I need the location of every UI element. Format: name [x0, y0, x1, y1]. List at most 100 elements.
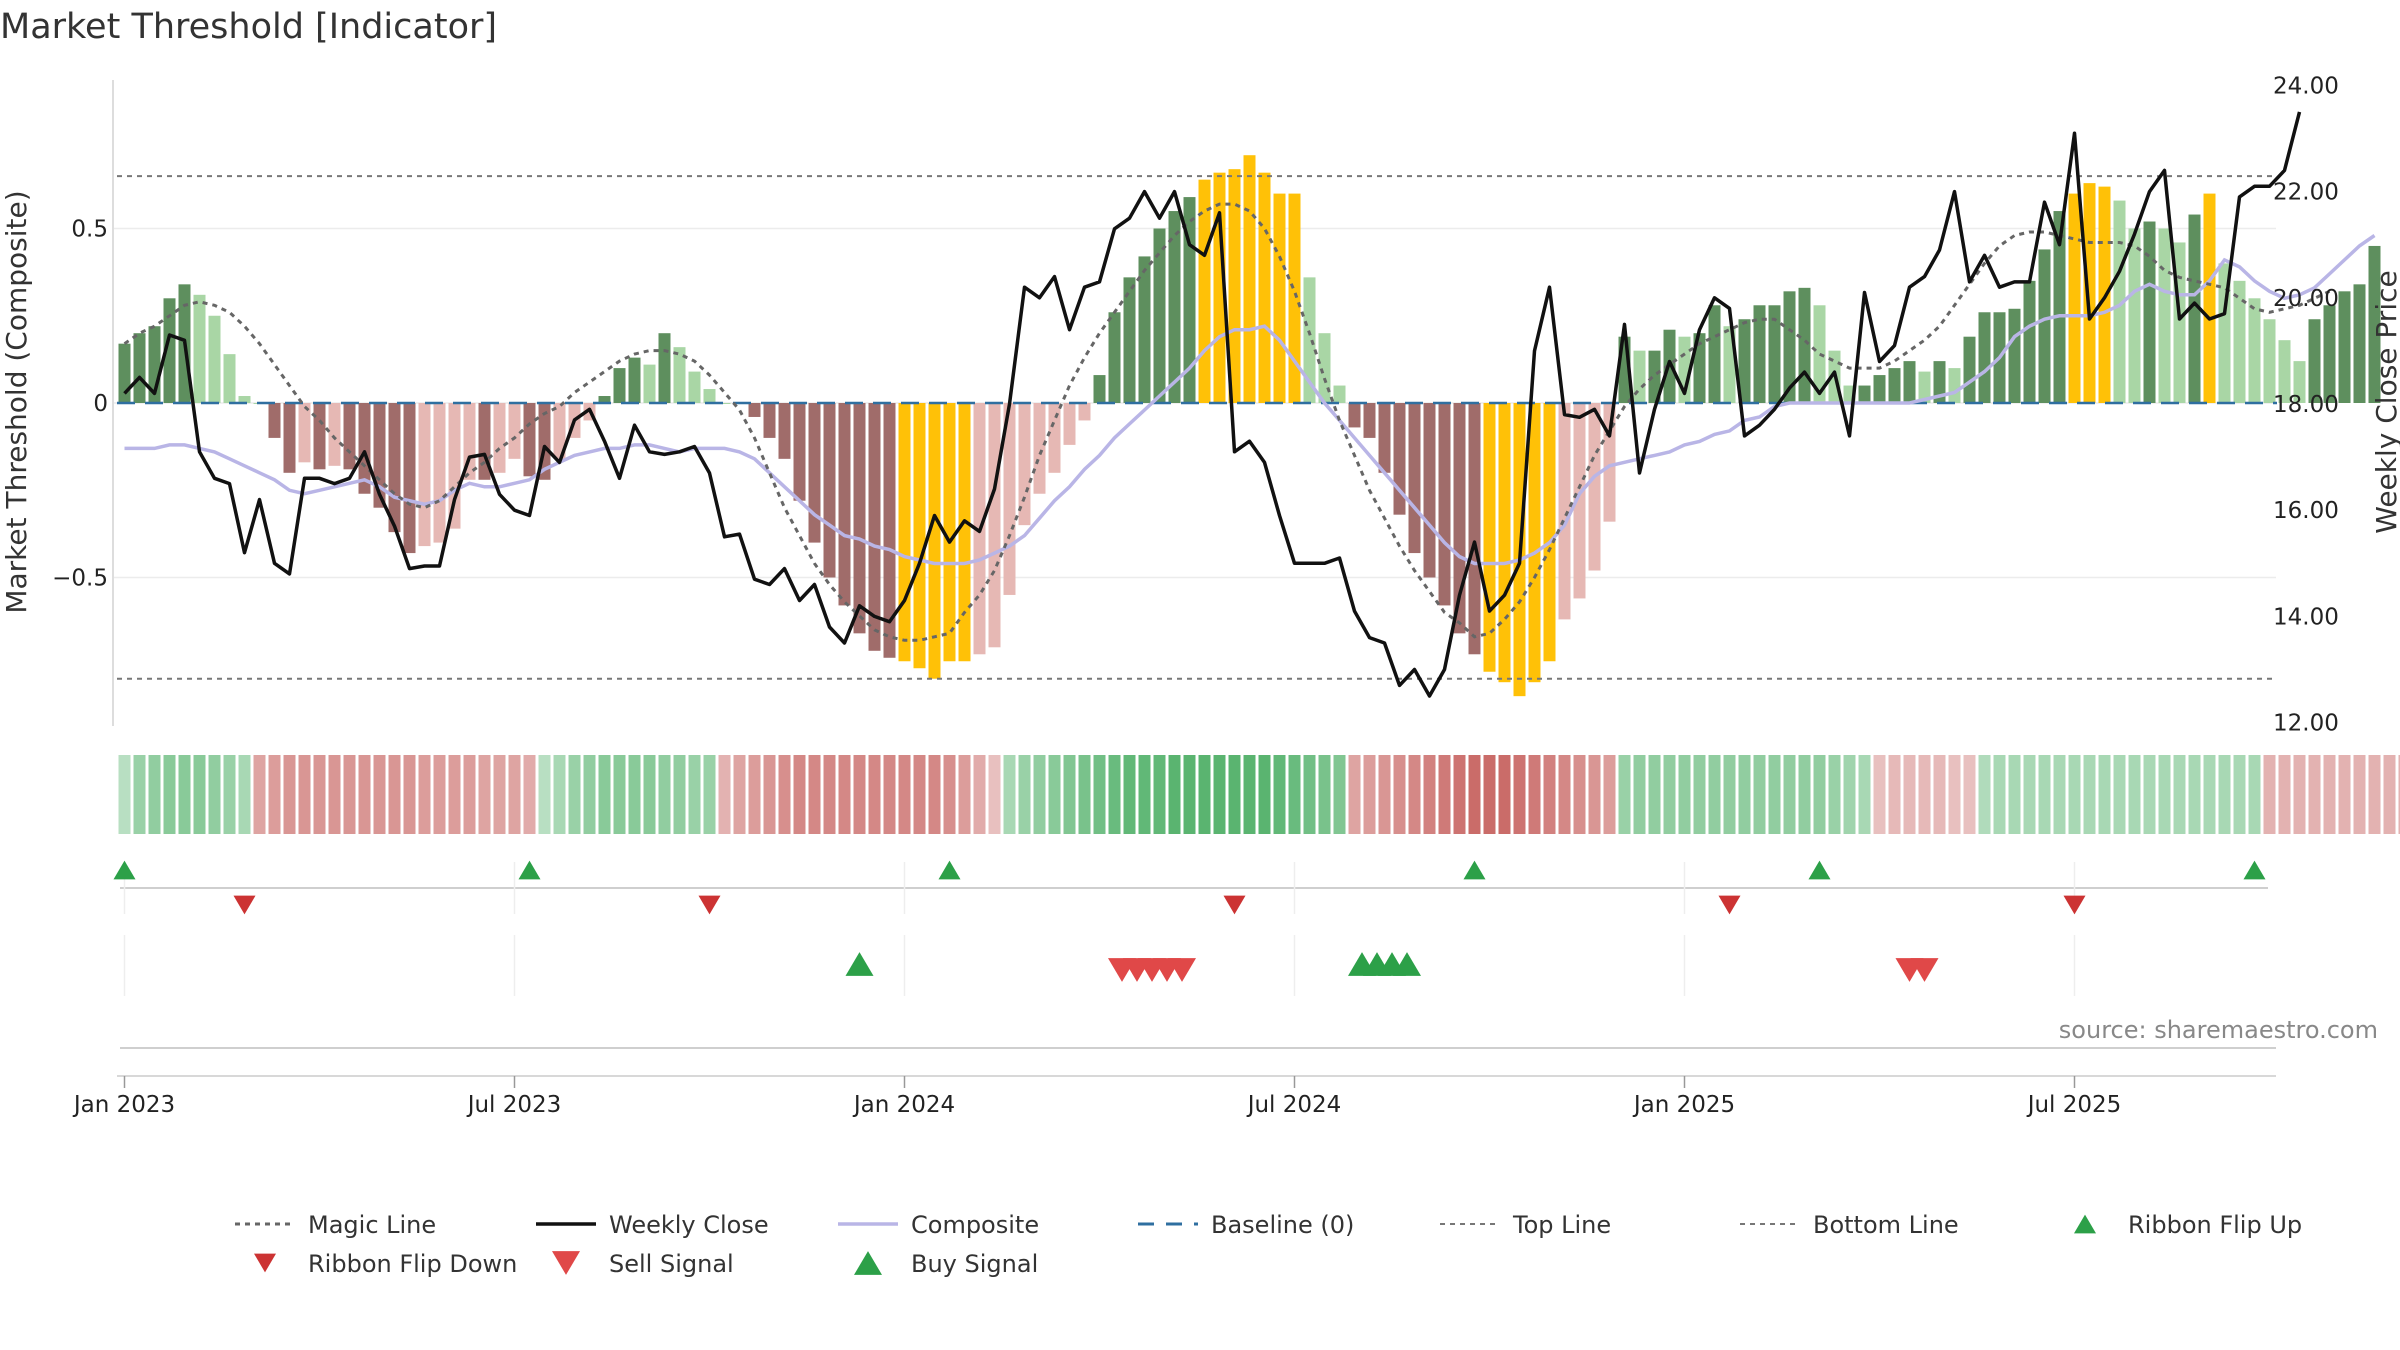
composite-bar [1948, 368, 1961, 403]
right-y-tick-label: 18.00 [2273, 392, 2339, 418]
composite-bar [1603, 403, 1616, 522]
ribbon-cell [913, 755, 926, 834]
legend-label: Sell Signal [609, 1250, 734, 1278]
composite-bar [1063, 403, 1076, 445]
chart-title: Market Threshold [Indicator] [0, 7, 497, 47]
x-tick-label: Jul 2024 [1246, 1092, 1342, 1118]
composite-bar [1078, 403, 1091, 421]
composite-bar [1168, 211, 1181, 403]
ribbon-cell [1123, 755, 1136, 834]
composite-bar [238, 396, 251, 403]
ribbon-cell [358, 755, 371, 834]
ribbon-cell [253, 755, 266, 834]
ribbon-cell [1948, 755, 1961, 834]
ribbon-cell [1783, 755, 1796, 834]
composite-bar [1408, 403, 1421, 554]
composite-bar [1348, 403, 1361, 428]
legend-swatch [254, 1253, 276, 1273]
composite-bar [1363, 403, 1376, 438]
composite-bar [1498, 403, 1511, 683]
ribbon-strip [118, 755, 2400, 834]
ribbon-cell [2398, 755, 2400, 834]
legend-item: Baseline (0) [1138, 1211, 1354, 1239]
x-tick-label: Jul 2023 [466, 1092, 562, 1118]
sell-signal-marker [1168, 958, 1196, 982]
ribbon-cell [1798, 755, 1811, 834]
ribbon-flip-up-marker [2243, 860, 2266, 880]
right-y-tick-label: 16.00 [2273, 498, 2339, 524]
ribbon-cell [2008, 755, 2021, 834]
ribbon-cell [1618, 755, 1631, 834]
composite-bar [1153, 228, 1166, 403]
ribbon-flip-down-marker [2063, 895, 2086, 915]
ribbon-cell [1873, 755, 1886, 834]
composite-bar [1318, 333, 1331, 403]
legend-swatch [854, 1251, 882, 1275]
legend-item: Buy Signal [854, 1250, 1038, 1278]
legend-item: Bottom Line [1740, 1211, 1959, 1239]
composite-bar [943, 403, 956, 662]
ribbon-cell [793, 755, 806, 834]
composite-bar [1528, 403, 1541, 683]
ribbon-cell [658, 755, 671, 834]
ribbon-cell [1588, 755, 1601, 834]
composite-bar [1798, 287, 1811, 403]
ribbon-cell [1168, 755, 1181, 834]
ribbon-cell [1258, 755, 1271, 834]
ribbon-cell [1963, 755, 1976, 834]
composite-bar [1783, 291, 1796, 403]
ribbon-cell [1933, 755, 1946, 834]
ribbon-cell [1993, 755, 2006, 834]
ribbon-cell [628, 755, 641, 834]
ribbon-cell [1813, 755, 1826, 834]
composite-bar [2353, 284, 2366, 403]
ribbon-cell [148, 755, 161, 834]
composite-bar [1138, 256, 1151, 403]
ribbon-flip-up-marker [518, 860, 541, 880]
ribbon-cell [313, 755, 326, 834]
composite-bar [1708, 305, 1721, 403]
composite-bar [1018, 403, 1031, 526]
composite-bar [2158, 228, 2171, 403]
composite-bar [313, 403, 326, 470]
composite-bar [613, 368, 626, 403]
ribbon-flip-up-marker [113, 860, 136, 880]
ribbon-cell [1738, 755, 1751, 834]
composite-bar [1858, 385, 1871, 403]
ribbon-cell [733, 755, 746, 834]
ribbon-cell [463, 755, 476, 834]
composite-bar [2203, 193, 2216, 403]
ribbon-flip-down-marker [233, 895, 256, 915]
composite-bar [748, 403, 761, 417]
composite-bar [1918, 371, 1931, 403]
ribbon-cell [2068, 755, 2081, 834]
main-series-lines [123, 111, 2376, 698]
ribbon-cell [2323, 755, 2336, 834]
ribbon-cell [2218, 755, 2231, 834]
legend-label: Composite [911, 1211, 1039, 1239]
ribbon-flip-up-marker [1808, 860, 1831, 880]
composite-bar [343, 403, 356, 470]
ribbon-cell [298, 755, 311, 834]
legend-item: Magic Line [235, 1211, 436, 1239]
composite-bar [2263, 319, 2276, 403]
composite-bar [1393, 403, 1406, 515]
ribbon-cell [1978, 755, 1991, 834]
ribbon-cell [403, 755, 416, 834]
ribbon-cell [2188, 755, 2201, 834]
composite-bar [1558, 403, 1571, 620]
legend-swatch [2074, 1214, 2096, 1234]
ribbon-cell [1543, 755, 1556, 834]
composite-bar [1693, 333, 1706, 403]
composite-bar [2068, 193, 2081, 403]
right-y-tick-label: 20.00 [2273, 286, 2339, 312]
ribbon-cell [2023, 755, 2036, 834]
composite-bar [1258, 172, 1271, 403]
ribbon-cell [2233, 755, 2246, 834]
legend-label: Top Line [1512, 1211, 1611, 1239]
ribbon-cell [478, 755, 491, 834]
composite-bar [2248, 298, 2261, 403]
ribbon-flip-down-marker [1223, 895, 1246, 915]
composite-bar [2368, 245, 2381, 403]
composite-bar [1213, 172, 1226, 403]
